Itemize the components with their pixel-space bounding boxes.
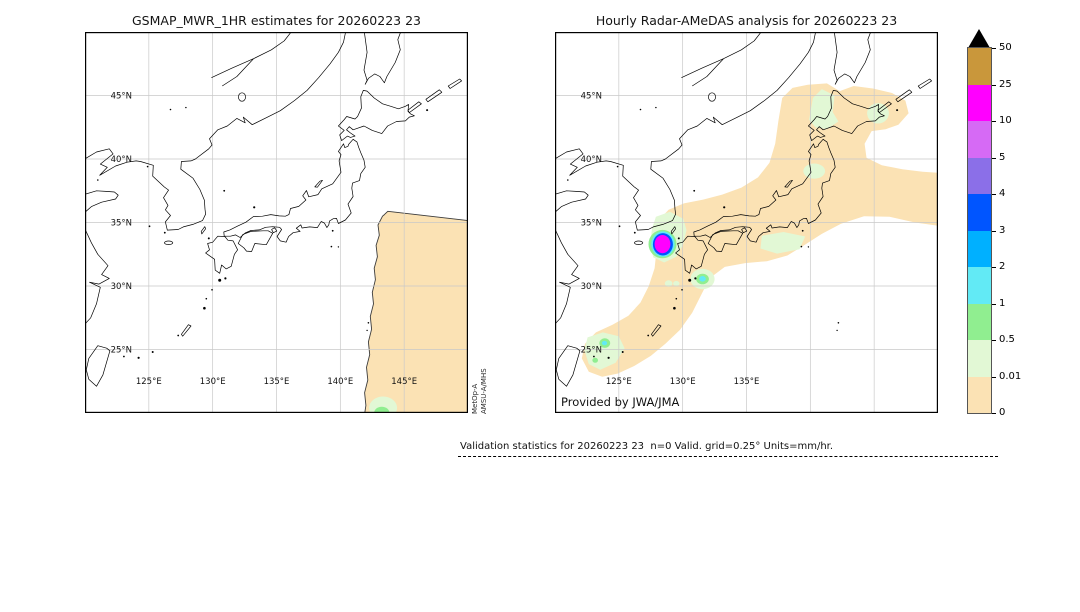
lat-label: 30°N	[111, 282, 132, 292]
colorbar-label: 0.01	[999, 370, 1022, 382]
axis-labels: 45°N 40°N 35°N 30°N 25°N 125°E 130°E 135°E 140°E…	[111, 92, 418, 388]
lat-label: 30°N	[581, 282, 602, 292]
colorbar-bar	[967, 47, 992, 414]
colorbar-tick	[992, 194, 996, 195]
left-panel-title: GSMAP_MWR_1HR estimates for 20260223 23	[132, 13, 421, 28]
colorbar-label: 1	[999, 297, 1006, 309]
precipitation-layer	[581, 83, 938, 377]
left-map-panel: 45°N 40°N 35°N 30°N 25°N 125°E 130°E 135°E 140°E…	[85, 32, 468, 413]
lon-label: 130°E	[670, 377, 696, 387]
map-border	[85, 32, 468, 413]
lat-label: 45°N	[111, 92, 132, 102]
colorbar-label: 3	[999, 224, 1006, 236]
colorbar-segment	[968, 303, 991, 340]
colorbar-tick	[992, 376, 996, 378]
colorbar-label: 50	[999, 42, 1012, 54]
colorbar-segment	[968, 376, 991, 413]
lon-label: 125°E	[606, 377, 632, 387]
colorbar-label: 10	[999, 115, 1012, 127]
colorbar-tick	[992, 303, 996, 305]
satellite-sensor-label: MetOp-A AMSU-A/MHS	[471, 368, 490, 414]
coastline-layer	[555, 32, 932, 387]
colorbar-segment	[968, 121, 991, 158]
colorbar-label: 2	[999, 261, 1006, 273]
validation-statistics: Validation statistics for 20260223 23 n=…	[458, 441, 998, 457]
lat-label: 25°N	[581, 346, 602, 356]
colorbar-segment	[968, 194, 991, 231]
sensor-line-2: AMSU-A/MHS	[480, 368, 489, 414]
gridline-layer	[555, 32, 938, 413]
colorbar-segment	[968, 230, 991, 267]
precipitation-layer	[364, 210, 468, 413]
colorbar-tick	[992, 230, 996, 232]
right-panel-title: Hourly Radar-AMeDAS analysis for 2026022…	[595, 13, 898, 28]
sensor-line-1: MetOp-A	[471, 383, 479, 414]
colorbar-segment	[968, 267, 991, 304]
lat-label: 25°N	[111, 346, 132, 356]
lon-label: 140°E	[327, 377, 353, 387]
colorbar-overflow-triangle	[968, 29, 990, 48]
lon-label: 130°E	[200, 377, 226, 387]
colorbar-tick	[992, 84, 996, 86]
colorbar-label: 5	[999, 151, 1006, 163]
colorbar-label: 0	[999, 407, 1006, 419]
colorbar-tick	[992, 48, 996, 49]
lat-label: 35°N	[581, 219, 602, 229]
lat-label: 45°N	[581, 92, 602, 102]
colorbar-label: 25	[999, 78, 1012, 90]
lat-label: 40°N	[111, 155, 132, 165]
lat-label: 40°N	[581, 155, 602, 165]
colorbar-segment	[968, 84, 991, 121]
colorbar-legend: 50 25 10 5 4 3 2 1 0.5 0.01 0	[967, 29, 1021, 418]
right-map-panel: 45°N 40°N 35°N 30°N 25°N 125°E 130°E 135°E	[555, 32, 938, 413]
colorbar-label: 0.5	[999, 334, 1015, 346]
colorbar-label: 4	[999, 188, 1006, 200]
lon-label: 135°E	[264, 377, 290, 387]
colorbar-tick	[992, 121, 996, 122]
lat-label: 35°N	[111, 219, 132, 229]
map-border	[555, 32, 938, 413]
colorbar-tick	[992, 267, 996, 268]
lon-label: 145°E	[391, 377, 417, 387]
colorbar-tick	[992, 340, 996, 341]
axis-labels: 45°N 40°N 35°N 30°N 25°N 125°E 130°E 135°E	[581, 92, 760, 388]
lon-label: 135°E	[734, 377, 760, 387]
colorbar-segment	[968, 157, 991, 194]
lon-label: 125°E	[136, 377, 162, 387]
data-credit: Provided by JWA/JMA	[561, 395, 680, 409]
colorbar-tick	[992, 157, 996, 159]
colorbar-segment	[968, 340, 991, 377]
colorbar-tick	[992, 413, 996, 414]
coastline-layer	[85, 32, 462, 387]
gridline-layer	[85, 32, 468, 413]
colorbar-segment	[968, 48, 991, 85]
